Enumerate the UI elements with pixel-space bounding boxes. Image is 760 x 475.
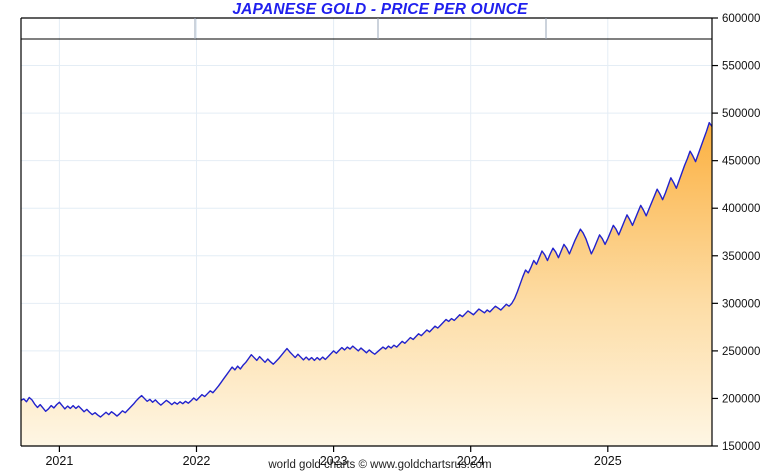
y-axis-tick-label: 200000 xyxy=(722,393,760,405)
x-axis-tick-label: 2023 xyxy=(320,454,348,468)
y-axis-tick-label: 350000 xyxy=(722,251,760,263)
x-axis-tick-label: 2022 xyxy=(183,454,211,468)
footer-credit: world gold charts © www.goldchartsrus.co… xyxy=(268,459,492,471)
y-axis-tick-label: 550000 xyxy=(722,61,760,73)
page-title: JAPANESE GOLD - PRICE PER OUNCE xyxy=(232,1,528,18)
y-axis-tick-label: 450000 xyxy=(722,156,760,168)
y-axis-tick-label: 600000 xyxy=(722,13,760,25)
y-axis-tick-label: 500000 xyxy=(722,108,760,120)
y-axis-tick-label: 400000 xyxy=(722,203,760,215)
x-axis-tick-label: 2021 xyxy=(45,454,73,468)
x-axis-tick-label: 2024 xyxy=(457,454,485,468)
y-axis-tick-label: 150000 xyxy=(722,441,760,453)
y-axis-tick-label: 300000 xyxy=(722,298,760,310)
x-axis-tick-label: 2025 xyxy=(594,454,622,468)
y-axis-tick-label: 250000 xyxy=(722,346,760,358)
